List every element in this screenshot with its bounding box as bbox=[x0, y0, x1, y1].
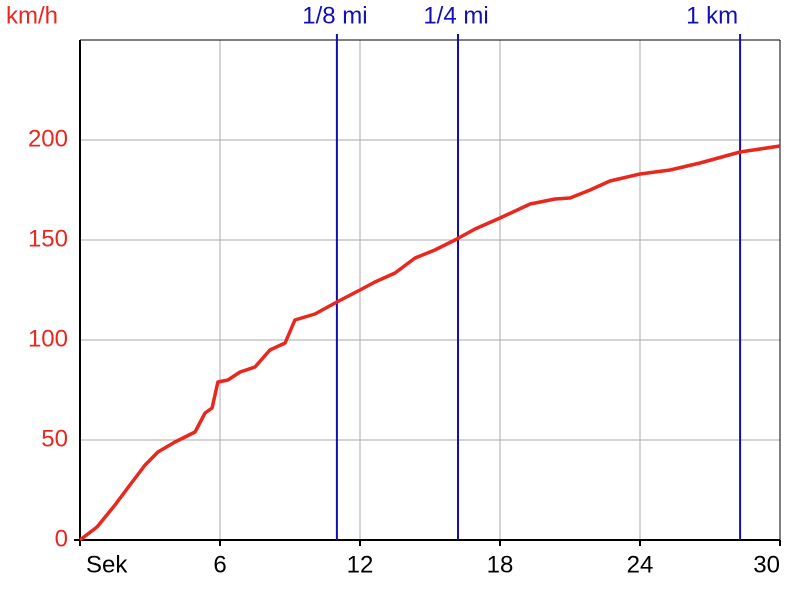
y-tick-label: 0 bbox=[55, 525, 68, 552]
y-tick-label: 50 bbox=[41, 425, 68, 452]
x-tick-label: 12 bbox=[347, 551, 374, 578]
x-tick-label: 30 bbox=[753, 551, 780, 578]
y-tick-label: 100 bbox=[28, 325, 68, 352]
speed-line bbox=[78, 144, 781, 542]
y-tick-label: 150 bbox=[28, 225, 68, 252]
plot-background bbox=[80, 40, 780, 540]
distance-label: 1 km bbox=[686, 2, 738, 29]
x-tick-label: 18 bbox=[487, 551, 514, 578]
x-tick-label: Sek bbox=[86, 551, 128, 578]
y-tick-label: 200 bbox=[28, 125, 68, 152]
y-axis-label: km/h bbox=[6, 2, 58, 29]
x-tick-label: 24 bbox=[627, 551, 654, 578]
distance-label: 1/8 mi bbox=[302, 2, 367, 29]
x-tick-label: 6 bbox=[213, 551, 226, 578]
distance-label: 1/4 mi bbox=[423, 2, 488, 29]
